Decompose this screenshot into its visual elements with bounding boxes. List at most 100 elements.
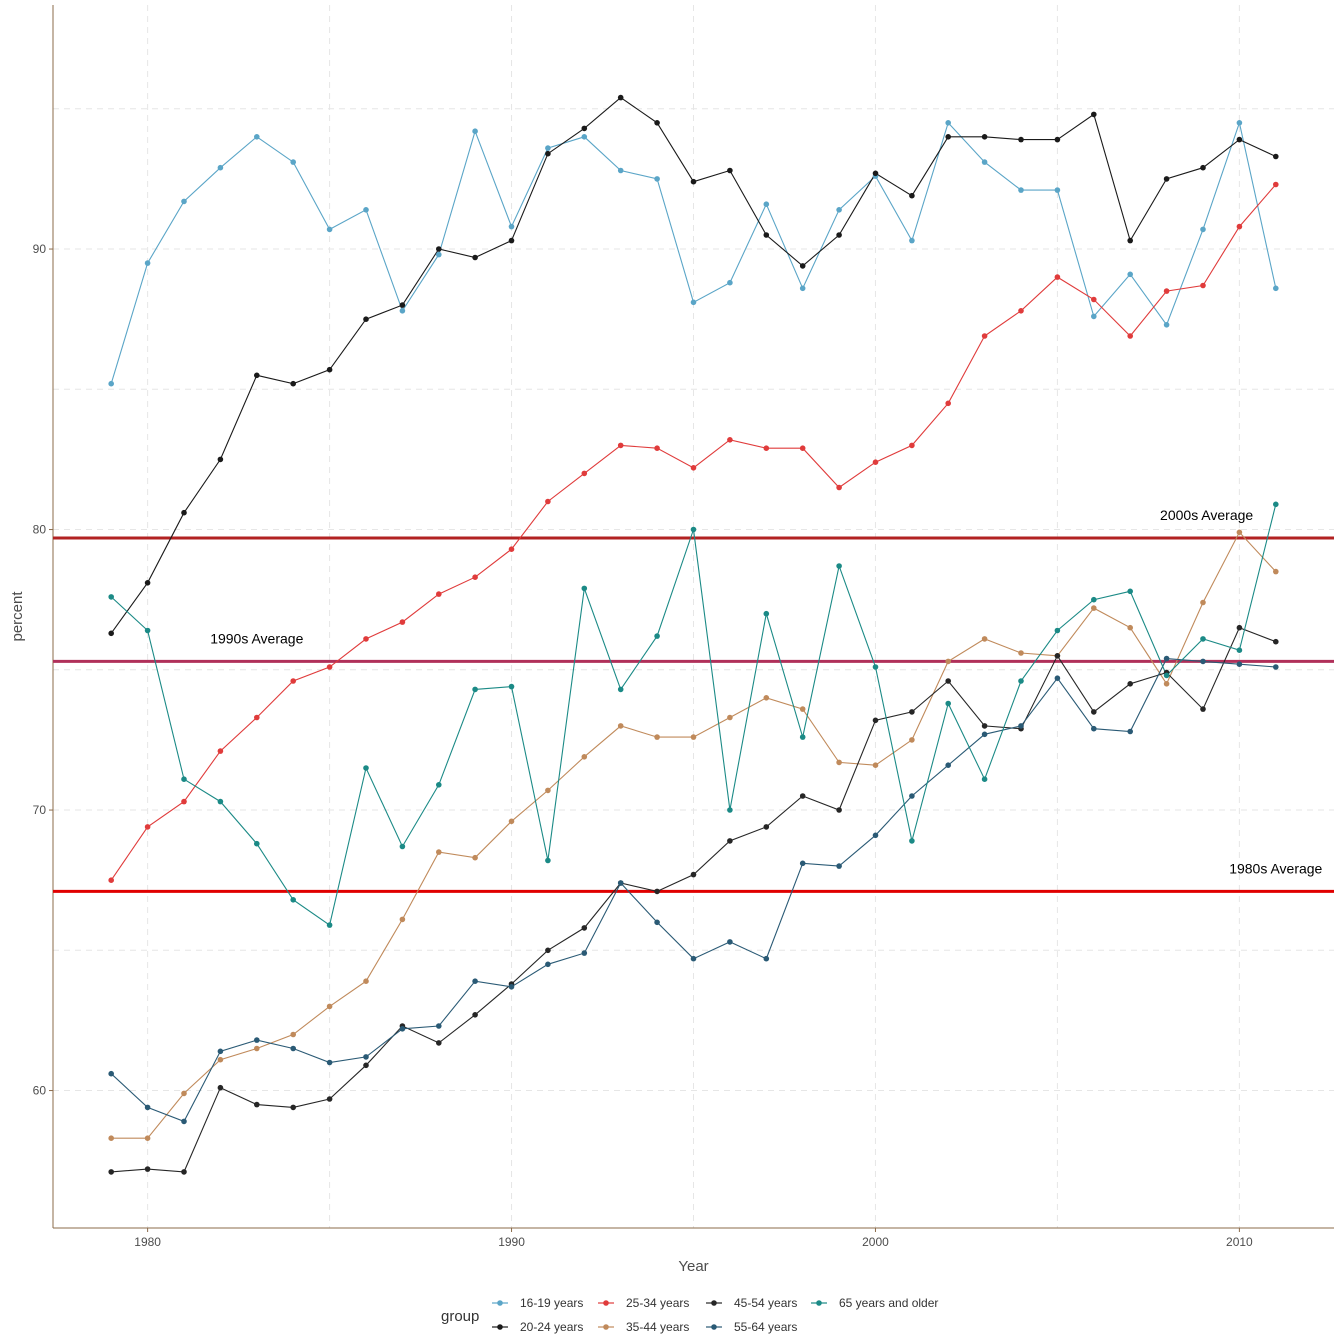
data-point: [545, 787, 551, 794]
data-point: [945, 120, 951, 126]
y-tick-label: 90: [33, 242, 47, 256]
data-point: [1200, 164, 1206, 171]
data-point: [581, 470, 588, 477]
legend-item: 65 years and older: [811, 1296, 938, 1310]
data-point: [436, 1040, 442, 1046]
x-axis-title: Year: [678, 1258, 708, 1275]
data-point: [727, 714, 733, 721]
data-point: [363, 1062, 369, 1069]
data-point: [690, 526, 697, 533]
data-point: [181, 1169, 187, 1175]
data-point: [217, 456, 224, 463]
data-point: [1236, 120, 1243, 126]
data-point: [436, 246, 442, 252]
data-point: [290, 380, 297, 387]
data-point: [727, 939, 733, 945]
y-tick-label: 60: [33, 1084, 47, 1098]
data-point: [253, 714, 260, 721]
data-point: [508, 223, 515, 230]
x-axis-ticks: 1980 1990 2000 2010: [134, 1228, 1253, 1249]
data-point: [909, 237, 915, 244]
data-point: [1054, 187, 1061, 193]
data-point: [1018, 187, 1024, 193]
grid-lines: [53, 5, 1334, 1228]
data-point: [945, 658, 951, 665]
data-point: [399, 619, 406, 625]
y-axis-title: percent: [9, 591, 26, 642]
data-point: [290, 1031, 297, 1038]
data-point: [1127, 728, 1133, 735]
data-point: [1018, 308, 1024, 314]
data-point: [399, 916, 406, 923]
data-point: [1127, 271, 1133, 278]
data-point: [1200, 636, 1206, 642]
legend-label: 55-64 years: [734, 1320, 797, 1334]
data-point: [290, 678, 297, 684]
data-point: [799, 263, 806, 269]
x-tick-label: 1990: [498, 1235, 525, 1249]
data-point: [872, 170, 879, 177]
data-point: [1091, 596, 1097, 603]
data-point: [909, 737, 915, 743]
data-point: [508, 237, 515, 244]
data-point: [690, 299, 697, 306]
data-point: [399, 308, 406, 314]
legend-key-point: [497, 1324, 503, 1330]
data-point: [799, 706, 806, 712]
data-point: [690, 465, 697, 471]
data-point: [945, 762, 951, 768]
legend-label: 45-54 years: [734, 1296, 797, 1310]
data-point: [617, 723, 624, 729]
data-point: [581, 950, 588, 956]
data-point: [545, 498, 551, 505]
data-point: [290, 1045, 297, 1052]
data-point: [981, 731, 988, 738]
data-point: [436, 849, 442, 855]
data-point: [508, 818, 515, 825]
data-point: [472, 978, 478, 984]
legend-key-point: [711, 1324, 717, 1330]
legend-item: 35-44 years: [598, 1320, 689, 1334]
data-point: [181, 198, 187, 205]
data-point: [836, 484, 842, 491]
legend-label: 16-19 years: [520, 1296, 583, 1310]
legend-key-point: [816, 1300, 822, 1306]
data-point: [108, 594, 114, 600]
data-point: [654, 445, 660, 452]
data-point: [144, 1166, 151, 1172]
data-point: [290, 1104, 297, 1111]
data-point: [1273, 153, 1279, 160]
data-point: [1054, 274, 1061, 280]
data-point: [363, 316, 369, 323]
data-point: [872, 717, 879, 724]
data-point: [108, 1070, 114, 1077]
data-point: [763, 955, 770, 962]
data-point: [1054, 653, 1061, 659]
data-point: [436, 1023, 442, 1029]
data-point: [108, 877, 114, 883]
data-point: [1273, 568, 1279, 575]
data-point: [909, 838, 915, 844]
data-point: [909, 793, 915, 799]
data-point: [581, 125, 588, 132]
data-point: [1200, 599, 1206, 606]
data-point: [1200, 706, 1206, 712]
data-point: [1163, 655, 1170, 662]
data-point: [472, 574, 478, 580]
data-point: [144, 260, 151, 266]
data-point: [981, 636, 988, 642]
data-point: [836, 563, 842, 569]
data-point: [690, 955, 697, 962]
data-point: [472, 854, 478, 861]
data-point: [799, 285, 806, 292]
data-point: [363, 636, 369, 642]
data-point: [326, 366, 333, 373]
series-line: [110, 96, 1277, 634]
data-point: [981, 134, 988, 140]
data-point: [253, 1101, 260, 1108]
reference-labels: 2000s Average 1990s Average 1980s Average: [210, 507, 1322, 876]
data-point: [836, 807, 842, 813]
data-point: [253, 840, 260, 847]
data-point: [253, 134, 260, 140]
data-point: [108, 1169, 114, 1175]
